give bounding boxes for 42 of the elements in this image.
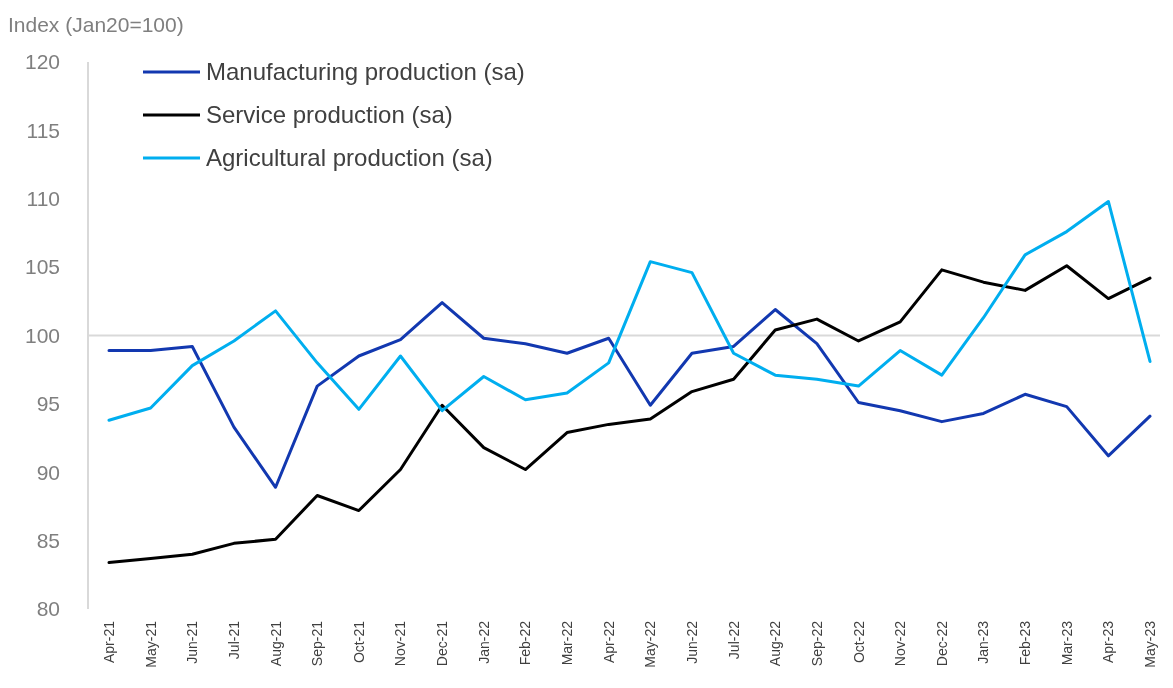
x-tick-label: Apr-21 <box>101 620 117 664</box>
x-tick-label: Dec-22 <box>933 620 950 667</box>
line-series <box>107 301 1152 489</box>
x-tick-label: Nov-21 <box>392 620 409 667</box>
y-tick-label: 85 <box>36 528 60 552</box>
x-tick-label: Sep-21 <box>309 620 326 667</box>
x-tick-label: Jun-22 <box>683 620 700 664</box>
y-tick-label: 105 <box>24 255 60 279</box>
y-tick-label: 115 <box>26 118 60 142</box>
x-tick-label: Feb-22 <box>517 620 534 666</box>
y-axis-title: Index (Jan20=100) <box>8 13 184 36</box>
x-tick-label: Jun-21 <box>184 620 201 664</box>
legend-label: Manufacturing production (sa) <box>206 58 525 86</box>
y-tick-label: 120 <box>24 50 60 74</box>
y-tick-label: 95 <box>36 392 60 416</box>
line-series <box>107 264 1152 565</box>
x-tick-label: Aug-21 <box>267 620 284 667</box>
x-tick-label: Jan-22 <box>475 620 492 664</box>
x-tick-label: Mar-22 <box>559 620 576 666</box>
x-tick-label: May-22 <box>642 620 659 668</box>
y-tick-label: 90 <box>36 460 60 484</box>
y-tick-label: 110 <box>26 187 60 211</box>
x-tick-label: May-21 <box>142 620 159 668</box>
x-tick-label: Oct-21 <box>350 620 367 664</box>
x-tick-label: Dec-21 <box>434 620 451 667</box>
x-tick-label: Mar-23 <box>1058 620 1075 666</box>
x-tick-label: Sep-22 <box>808 620 825 667</box>
legend-label: Service production (sa) <box>206 101 453 129</box>
line-series <box>107 199 1152 422</box>
x-tick-label: Apr-23 <box>1100 620 1117 664</box>
x-tick-label: Apr-22 <box>600 620 617 664</box>
x-tick-label: May-23 <box>1142 620 1158 668</box>
x-tick-label: Jan-23 <box>975 620 992 664</box>
x-tick-label: Jul-21 <box>225 620 242 660</box>
x-tick-label: Oct-22 <box>850 620 867 664</box>
x-tick-label: Feb-23 <box>1017 620 1034 666</box>
y-tick-label: 100 <box>24 323 60 347</box>
y-tick-label: 80 <box>36 597 60 621</box>
x-tick-label: Nov-22 <box>892 620 909 667</box>
legend-label: Agricultural production (sa) <box>206 144 493 172</box>
x-tick-label: Aug-22 <box>767 620 784 667</box>
x-tick-label: Jul-22 <box>725 620 742 660</box>
